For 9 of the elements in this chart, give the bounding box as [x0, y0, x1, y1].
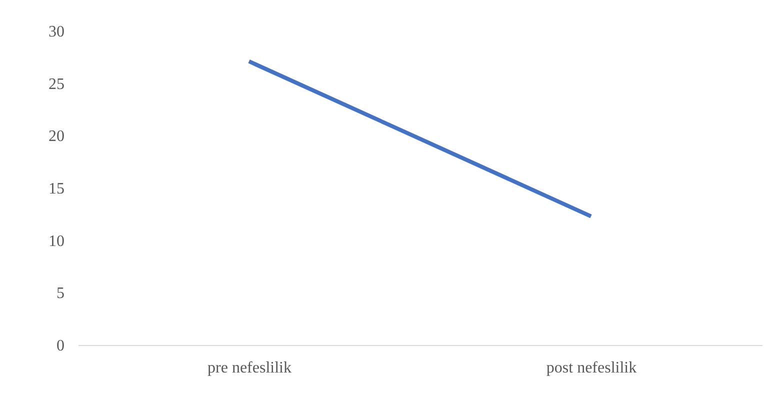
y-tick-label: 20: [48, 128, 64, 146]
y-tick-label: 25: [48, 76, 64, 93]
y-tick-label: 10: [48, 232, 64, 250]
y-tick-label: 15: [48, 180, 64, 198]
x-tick-label: pre nefeslilik: [208, 360, 292, 376]
x-tick-label: post nefeslilik: [546, 360, 637, 376]
y-tick-label: 5: [56, 285, 64, 302]
y-tick-label: 0: [56, 338, 64, 354]
y-tick-label: 30: [48, 24, 64, 40]
